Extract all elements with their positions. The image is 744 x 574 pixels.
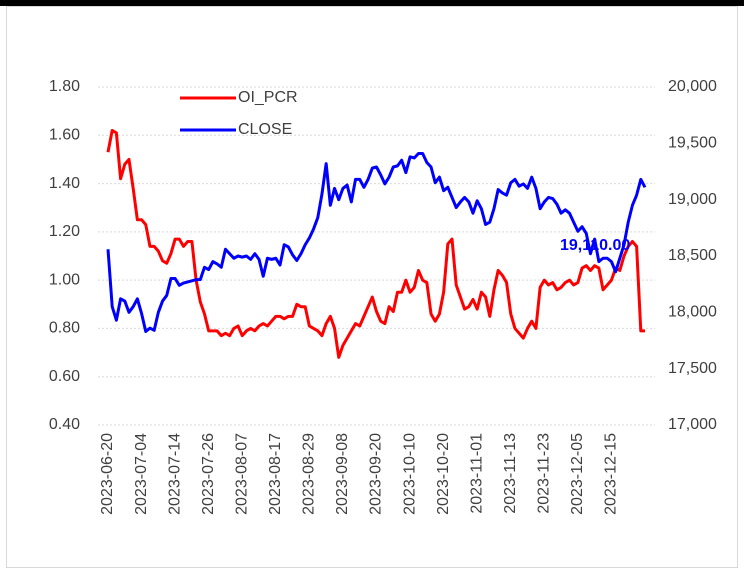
y2-tick-label: 18,500 [668, 247, 717, 264]
x-tick-label: 2023-09-08 [334, 433, 351, 515]
data-label: 19,110.00 [560, 237, 630, 254]
x-tick-label: 2023-12-05 [569, 433, 586, 515]
x-tick-label: 2023-11-23 [536, 433, 553, 514]
x-tick-label: 2023-10-10 [401, 433, 418, 515]
x-tick-label: 2023-07-26 [200, 433, 217, 515]
y-tick-label: 1.60 [49, 127, 80, 144]
y2-tick-label: 18,000 [668, 304, 717, 321]
y-tick-label: 1.40 [49, 175, 80, 192]
data-line [106, 128, 645, 359]
y-tick-label: 1.80 [49, 78, 80, 95]
x-tick-label: 2023-11-01 [468, 433, 485, 514]
x-tick-label: 2023-08-29 [301, 433, 318, 515]
y2-tick-label: 17,000 [668, 416, 717, 433]
y-tick-label: 0.80 [49, 320, 80, 337]
y2-tick-label: 20,000 [668, 78, 717, 95]
y-tick-label: 1.00 [49, 271, 80, 288]
y-tick-label: 1.20 [49, 223, 80, 240]
x-tick-label: 2023-12-15 [603, 433, 620, 515]
legend-label: CLOSE [238, 121, 292, 138]
y2-tick-label: 17,500 [668, 360, 717, 377]
x-tick-label: 2023-07-14 [166, 433, 183, 515]
y-tick-label: 0.40 [49, 416, 80, 433]
x-tick-label: 2023-09-20 [368, 433, 385, 515]
chart-frame [6, 6, 738, 568]
y2-tick-label: 19,000 [668, 191, 717, 208]
x-tick-label: 2023-08-17 [267, 433, 284, 515]
x-tick-label: 2023-08-07 [233, 433, 250, 515]
y-tick-label: 0.60 [49, 368, 80, 385]
y2-tick-label: 19,500 [668, 135, 717, 152]
x-tick-label: 2023-11-13 [502, 433, 519, 514]
legend-label: OI_PCR [238, 89, 298, 106]
top-bar [0, 0, 744, 6]
x-tick-label: 2023-07-04 [133, 433, 150, 515]
x-tick-label: 2023-10-20 [435, 433, 452, 515]
x-tick-label: 2023-06-20 [99, 433, 116, 515]
data-line [106, 151, 647, 333]
